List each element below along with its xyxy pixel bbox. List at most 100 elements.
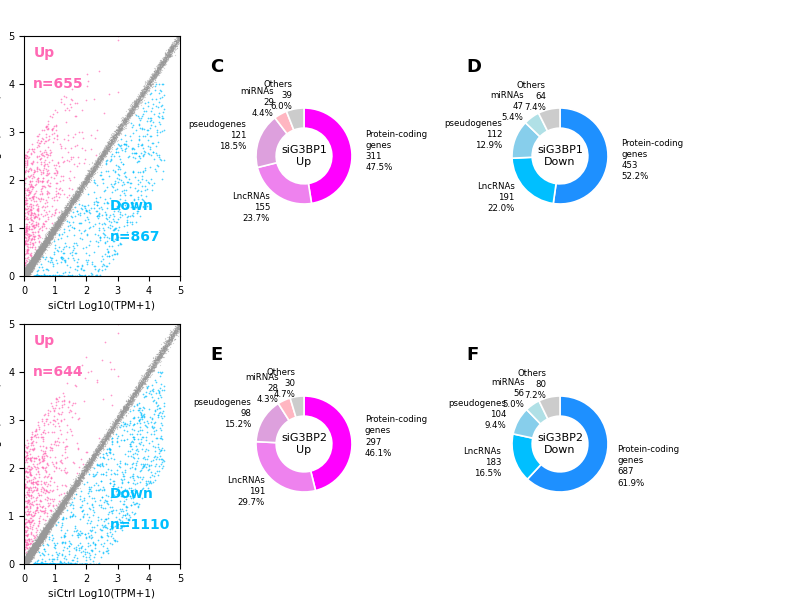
Point — [48, 512, 61, 522]
Point — [33, 536, 46, 546]
Point — [33, 243, 46, 253]
Point — [33, 251, 46, 260]
Point — [140, 373, 153, 383]
Point — [98, 145, 110, 155]
Point — [31, 210, 44, 220]
Point — [23, 516, 36, 526]
Point — [31, 247, 44, 257]
Point — [22, 265, 34, 274]
Point — [18, 559, 30, 569]
Point — [34, 243, 47, 253]
Point — [49, 225, 62, 235]
Point — [19, 271, 32, 280]
Point — [76, 187, 89, 196]
Point — [66, 485, 79, 495]
Point — [79, 172, 92, 182]
Point — [28, 252, 41, 262]
Point — [30, 252, 42, 262]
Point — [42, 271, 55, 281]
Point — [39, 241, 52, 250]
Point — [142, 79, 155, 89]
Point — [72, 473, 85, 483]
Point — [70, 480, 82, 490]
Point — [154, 349, 167, 358]
Point — [33, 534, 46, 544]
Point — [42, 526, 54, 535]
Point — [34, 271, 47, 281]
Point — [30, 251, 42, 261]
Point — [26, 550, 38, 559]
Point — [30, 542, 42, 551]
Point — [164, 45, 177, 55]
Point — [19, 271, 32, 281]
Point — [26, 262, 39, 272]
Point — [131, 386, 144, 395]
Point — [22, 555, 34, 565]
Point — [20, 266, 33, 275]
Point — [59, 206, 72, 216]
Point — [93, 442, 106, 452]
Point — [20, 550, 33, 560]
Point — [147, 359, 160, 368]
Point — [22, 555, 34, 565]
Point — [120, 403, 133, 412]
Point — [166, 43, 179, 52]
Point — [109, 423, 122, 433]
Point — [30, 538, 43, 548]
Point — [103, 233, 116, 243]
Point — [18, 552, 31, 562]
Point — [141, 125, 154, 135]
Point — [158, 59, 171, 68]
Point — [78, 396, 90, 406]
Point — [18, 559, 31, 568]
Point — [105, 139, 118, 148]
Point — [102, 431, 115, 441]
Point — [19, 559, 32, 569]
Point — [56, 212, 69, 221]
Point — [52, 217, 65, 227]
Point — [21, 266, 34, 275]
Point — [72, 479, 85, 489]
Point — [41, 520, 54, 529]
Point — [25, 262, 38, 272]
Point — [164, 337, 177, 347]
Point — [88, 451, 101, 460]
Point — [81, 178, 94, 187]
Point — [64, 491, 77, 501]
Point — [146, 71, 159, 81]
Point — [26, 259, 38, 268]
Point — [20, 553, 33, 562]
Point — [26, 215, 38, 224]
Point — [25, 549, 38, 559]
Point — [26, 239, 39, 248]
Point — [94, 155, 106, 165]
Point — [82, 170, 94, 179]
Point — [34, 535, 47, 545]
Point — [27, 257, 40, 267]
Point — [34, 248, 46, 257]
Point — [138, 92, 150, 101]
Point — [160, 46, 173, 55]
Point — [150, 352, 163, 361]
Point — [74, 486, 87, 496]
Point — [41, 209, 54, 219]
Point — [47, 225, 60, 235]
Point — [37, 242, 50, 251]
Point — [157, 59, 170, 68]
Point — [52, 509, 65, 519]
Point — [38, 532, 51, 541]
Point — [135, 91, 148, 100]
Point — [31, 266, 44, 275]
Point — [23, 262, 36, 272]
Point — [54, 223, 67, 232]
Point — [21, 271, 34, 280]
Point — [46, 230, 58, 240]
Point — [54, 502, 67, 512]
Point — [88, 164, 101, 173]
Point — [106, 427, 119, 436]
Point — [23, 263, 36, 273]
Point — [34, 532, 47, 542]
Point — [66, 193, 79, 203]
Point — [32, 251, 45, 261]
Point — [19, 559, 32, 568]
